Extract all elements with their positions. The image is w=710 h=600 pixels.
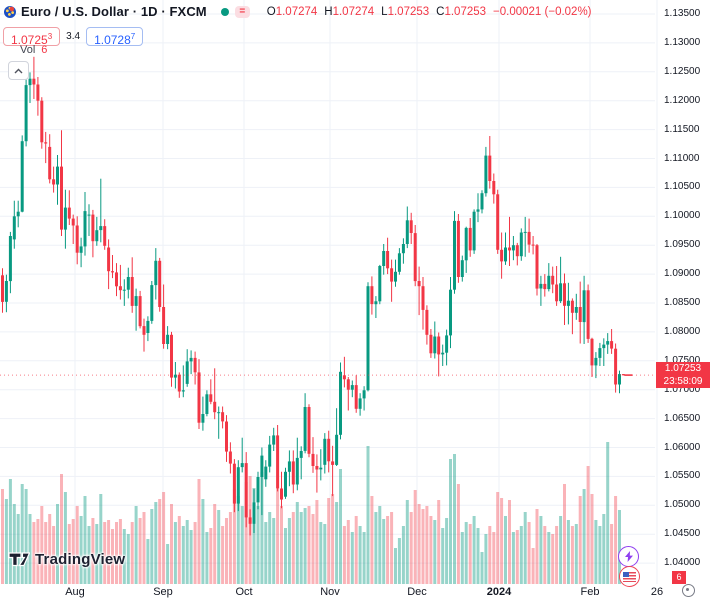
low-label: L <box>381 5 388 18</box>
price-tick: 1.05000 <box>664 499 701 511</box>
axis-settings-icon[interactable] <box>682 584 695 597</box>
price-tick: 1.12500 <box>664 65 701 77</box>
watermark-text: TradingView <box>35 551 126 568</box>
data-mode-icon[interactable]: = <box>234 5 250 18</box>
price-tick: 1.04500 <box>664 528 701 540</box>
high-label: H <box>324 5 333 18</box>
price-tick: 1.08500 <box>664 297 701 308</box>
high-value: 1.07274 <box>332 5 375 18</box>
symbol-title[interactable]: Euro / U.S. Dollar · 1D · FXCM <box>21 4 207 19</box>
bar-countdown: 23:58:09 <box>663 376 703 388</box>
price-tick: 1.06000 <box>664 441 701 453</box>
price-tick: 1.13000 <box>664 36 701 48</box>
last-price-label: 1.07253 23:58:09 <box>656 362 710 389</box>
price-tick: 1.05500 <box>664 470 701 482</box>
time-tick: Feb <box>580 586 600 598</box>
symbol-row: Euro / U.S. Dollar · 1D · FXCM = O1.0727… <box>4 4 592 19</box>
price-tick: 1.07000 <box>664 383 701 395</box>
sell-button[interactable]: 1.07253 <box>3 27 61 47</box>
close-label: C <box>436 5 445 18</box>
market-status-icon[interactable] <box>220 7 229 16</box>
time-tick: Nov <box>320 586 340 598</box>
price-tick: 1.09000 <box>664 268 701 280</box>
price-tick: 1.06500 <box>664 412 701 424</box>
us-flag-icon <box>623 571 636 582</box>
open-value: 1.07274 <box>275 5 318 18</box>
price-tick: 1.04000 <box>664 557 701 569</box>
buy-button[interactable]: 1.07287 <box>86 27 144 47</box>
price-tick: 1.12000 <box>664 94 701 106</box>
time-axis[interactable]: Aug Sep Oct Nov Dec 2024 Feb 26 <box>0 585 710 600</box>
chevron-up-icon <box>14 68 23 73</box>
tradingview-logo-icon <box>8 552 30 567</box>
price-tick: 1.11500 <box>664 123 700 135</box>
time-tick: Oct <box>235 586 253 598</box>
change-value: −0.00021 (−0.02%) <box>493 5 592 18</box>
spread-value: 3.4 <box>66 31 81 42</box>
price-tick: 1.08000 <box>664 325 701 337</box>
low-value: 1.07253 <box>387 5 430 18</box>
legend-collapse-button[interactable] <box>8 61 29 80</box>
eur-currency-icon <box>4 5 16 18</box>
volume-axis-badge: 6 <box>672 571 686 584</box>
price-tick: 1.09500 <box>664 239 701 251</box>
time-tick: Sep <box>153 586 173 598</box>
lightning-bolt-icon <box>624 551 633 562</box>
price-tick: 1.10500 <box>664 181 701 193</box>
close-value: 1.07253 <box>444 5 487 18</box>
time-tick: Dec <box>407 586 427 598</box>
open-label: O <box>266 5 276 18</box>
tradingview-watermark[interactable]: TradingView <box>8 551 125 568</box>
volume-label: Vol <box>20 44 36 56</box>
time-tick: 2024 <box>486 586 512 598</box>
price-tick: 1.07500 <box>664 354 701 366</box>
price-tick: 1.10000 <box>664 210 701 222</box>
time-tick: 26 <box>650 586 664 598</box>
event-lightning-icon[interactable] <box>618 546 639 567</box>
ohlc-values: O1.07274 H1.07274 L1.07253 C1.07253 −0.0… <box>260 6 592 18</box>
price-tick: 1.13500 <box>664 8 701 19</box>
last-price-value: 1.07253 <box>664 363 702 375</box>
price-tick: 1.11000 <box>664 152 700 164</box>
event-us-flag-icon[interactable] <box>619 566 640 587</box>
volume-legend: Vol 6 <box>20 44 47 56</box>
time-tick: Aug <box>65 586 85 598</box>
volume-value: 6 <box>41 44 48 56</box>
price-axis[interactable]: 1.13500 1.13000 1.12500 1.12000 1.11500 1.110… <box>656 0 710 585</box>
bid-ask-row: 1.07253 3.4 1.07287 <box>3 27 144 47</box>
